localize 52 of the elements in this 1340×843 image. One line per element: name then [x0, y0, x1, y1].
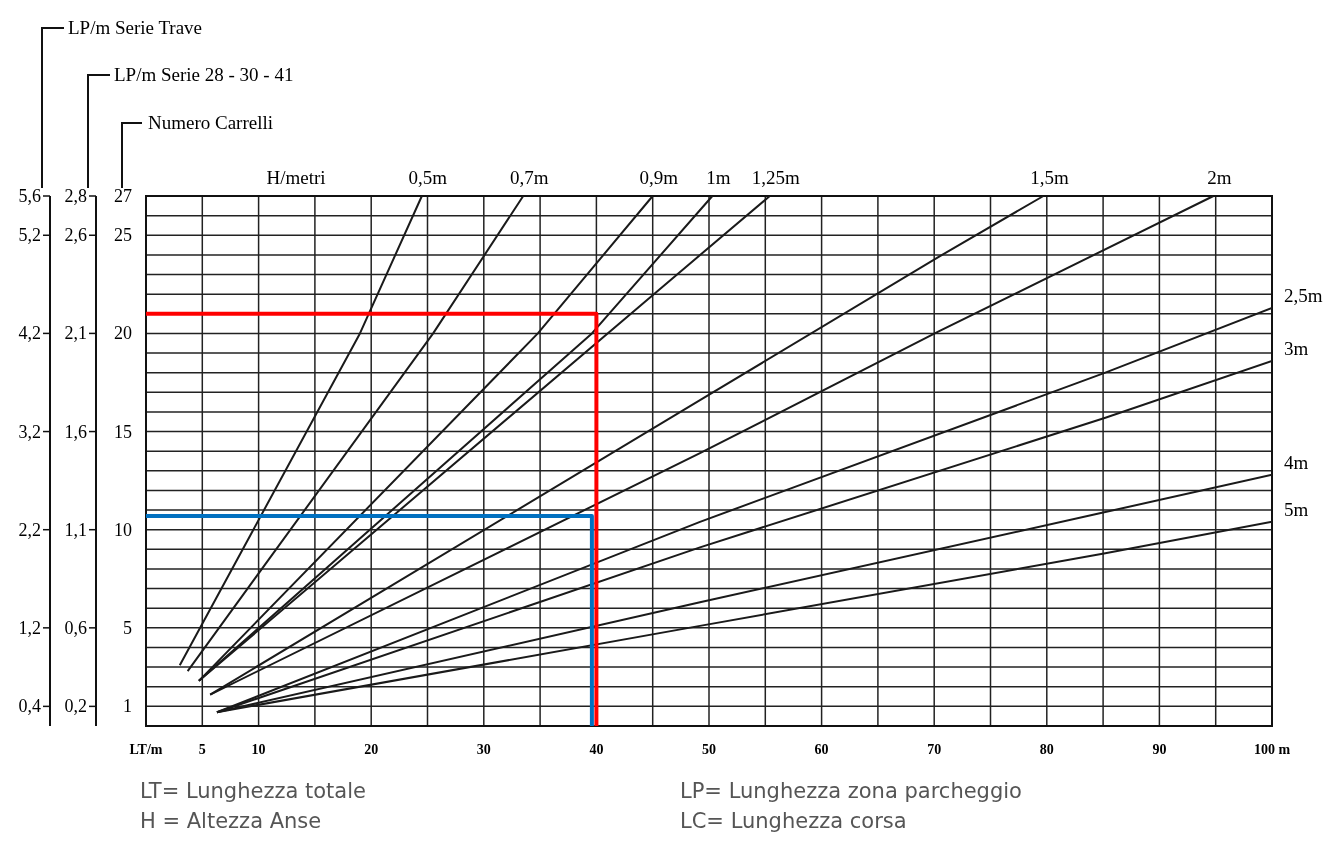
x-tick-label: 30 [476, 742, 491, 757]
y-axis-title: Numero Carrelli [148, 112, 274, 133]
y3-tick-label: 3,2 [18, 421, 41, 442]
series-label: 3m [1284, 337, 1309, 359]
x-tick-label: 10 [251, 742, 266, 757]
series-label: 0,5m [408, 167, 448, 188]
series-label: 1m [706, 167, 731, 188]
x-tick-label: 100 m [1253, 742, 1291, 757]
y-tick-label: 20 [114, 323, 132, 344]
series-label: 5m [1284, 498, 1309, 520]
series-label: 0,7m [509, 167, 549, 188]
y-tick-label: 5 [123, 617, 132, 638]
x-tick-label: 90 [1152, 742, 1167, 757]
y2-tick-label: 2,1 [64, 323, 87, 344]
text: LT= Lunghezza totale [140, 779, 366, 803]
x-tick-label: 20 [364, 742, 379, 757]
y-tick-label: 1 [123, 696, 132, 717]
y2-tick-label: 2,6 [64, 225, 87, 246]
y3-axis-title: LP/m Serie Trave [68, 17, 203, 38]
series-label: 2,5m [1284, 284, 1323, 306]
y3-tick-label: 2,2 [18, 519, 41, 540]
x-tick-label: 40 [589, 742, 604, 757]
y-tick-label: 25 [114, 225, 132, 246]
legend-title: H/metri [266, 167, 326, 188]
y-tick-label: 10 [114, 519, 132, 540]
y3-tick-label: 5,6 [18, 186, 41, 206]
y2-tick-label: 1,1 [64, 519, 87, 540]
series-label: 1,5m [1030, 167, 1069, 188]
series-label: 2m [1207, 167, 1232, 188]
y-tick-label: 15 [114, 421, 132, 442]
y2-tick-label: 0,2 [64, 696, 87, 717]
x-tick-label: 50 [702, 742, 716, 757]
x-tick-label: 5 [198, 742, 206, 757]
y3-tick-label: 1,2 [18, 617, 41, 638]
y2-tick-label: 0,6 [64, 617, 87, 638]
y3-tick-label: 4,2 [18, 323, 41, 344]
y-tick-label: 27 [114, 186, 132, 206]
x-axis-title: LT/m [129, 742, 163, 757]
x-tick-label: 80 [1039, 742, 1054, 757]
series-label: 1,25m [751, 167, 801, 188]
y3-tick-label: 0,4 [18, 696, 41, 717]
text: LP= Lunghezza zona parcheggio [680, 779, 1022, 803]
text: H = Altezza Anse [140, 809, 322, 833]
y3-tick-label: 5,2 [18, 225, 41, 246]
x-tick-label: 60 [814, 742, 829, 757]
text: LP/m Serie 28 - 30 - 41 [114, 64, 294, 85]
y2-tick-label: 1,6 [64, 421, 87, 442]
text: LC= Lunghezza corsa [680, 809, 907, 833]
x-tick-label: 70 [927, 742, 942, 757]
y2-tick-label: 2,8 [64, 186, 87, 206]
series-label: 4m [1284, 451, 1309, 473]
series-label: 0,9m [639, 167, 679, 188]
